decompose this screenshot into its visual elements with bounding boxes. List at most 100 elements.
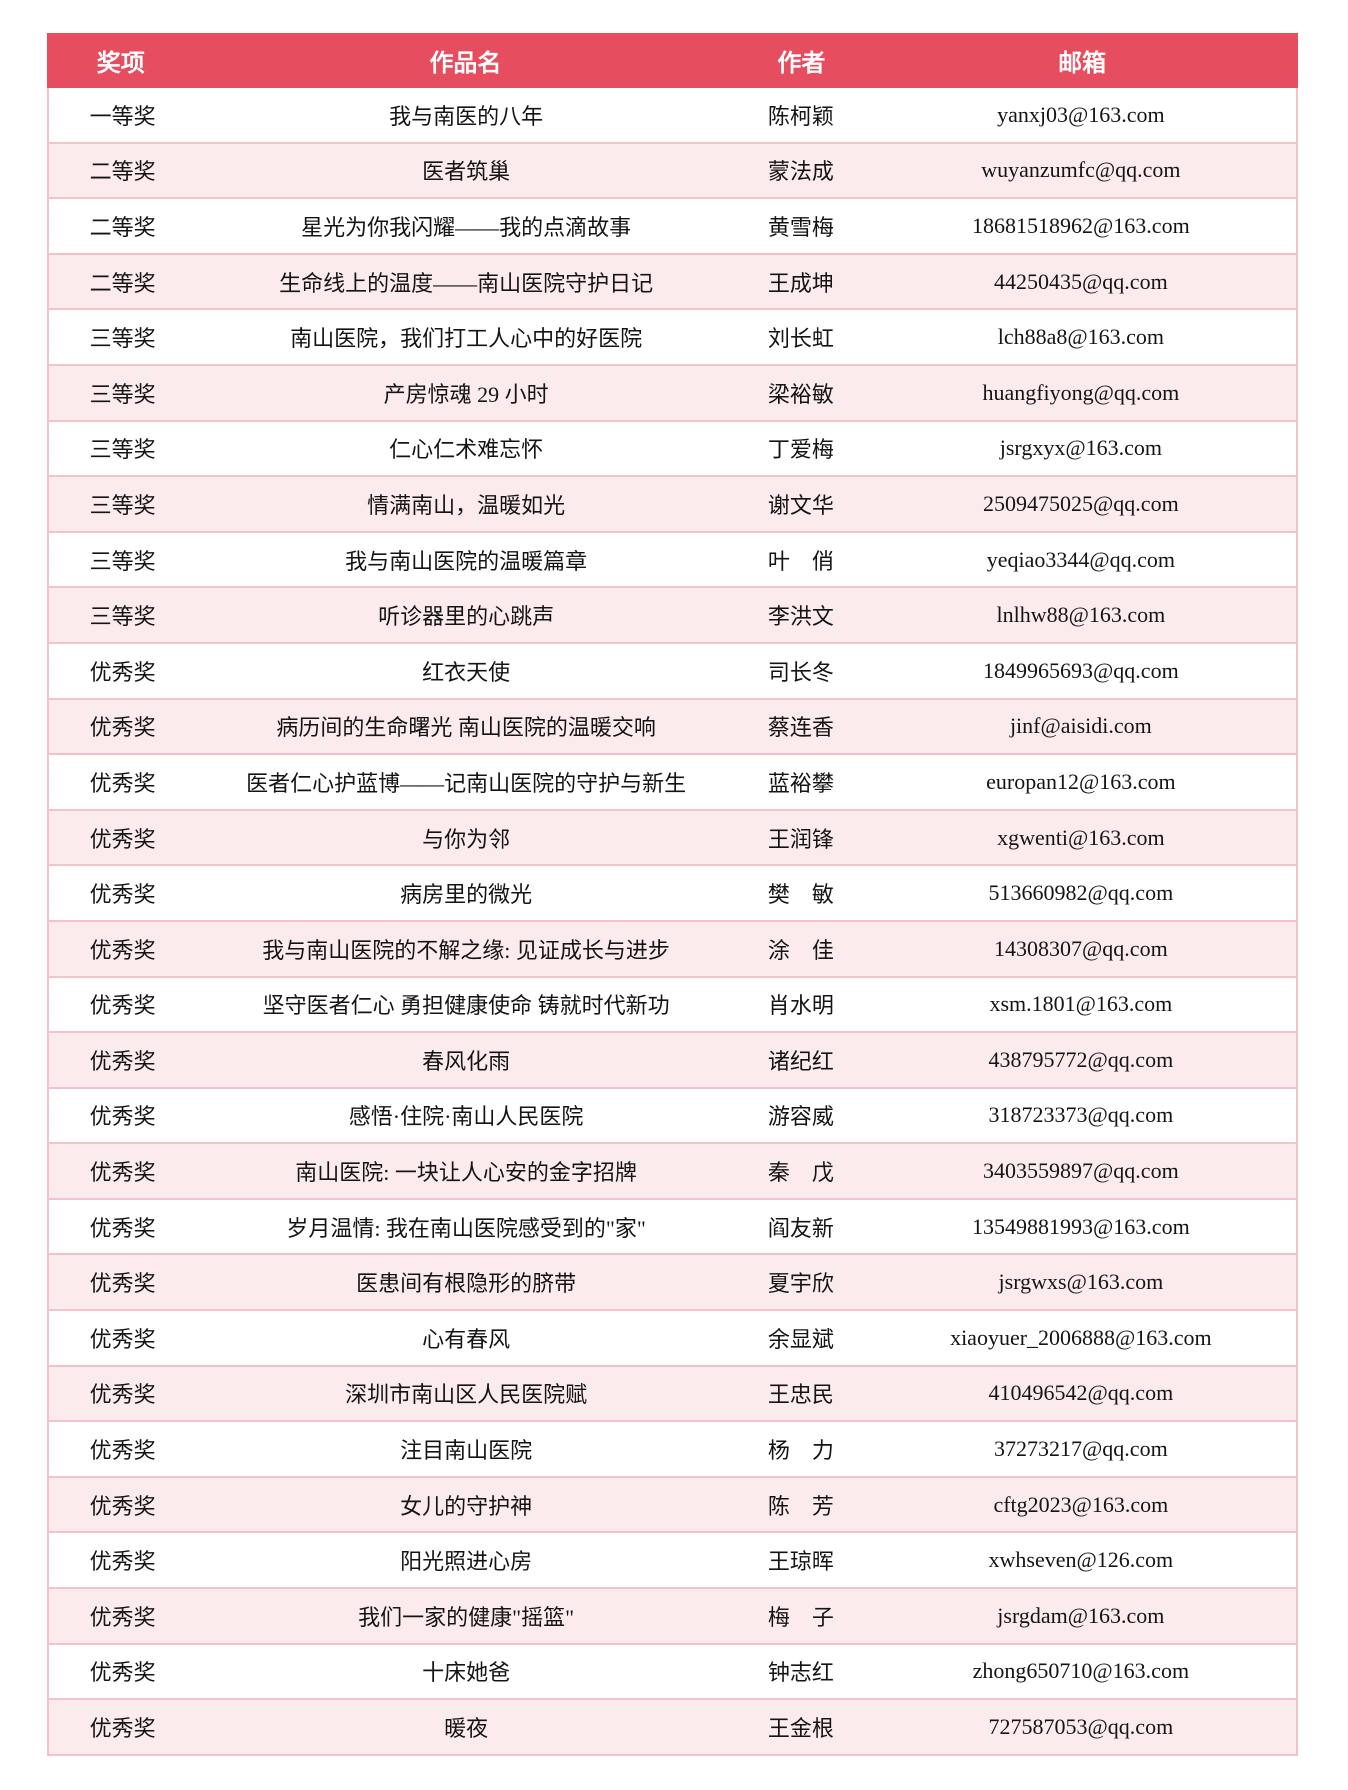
table-header-row: 奖项 作品名 作者 邮箱	[47, 33, 1298, 88]
cell-title: 我与南医的八年	[389, 103, 544, 129]
cell-title: 岁月温情: 我在南山医院感受到的"家"	[286, 1215, 646, 1241]
cell-award: 优秀奖	[89, 1382, 156, 1408]
cell-award: 优秀奖	[89, 1104, 156, 1130]
cell-author: 刘长虹	[767, 326, 834, 352]
cell-title: 生命线上的温度——南山医院守护日记	[279, 270, 654, 296]
cell-title: 南山医院，我们打工人心中的好医院	[290, 326, 643, 352]
cell-award: 三等奖	[89, 548, 156, 574]
cell-author: 梁裕敏	[767, 381, 834, 407]
cell-award: 优秀奖	[89, 1215, 156, 1241]
cell-award: 优秀奖	[89, 770, 156, 796]
table-row: 优秀奖 南山医院: 一块让人心安的金字招牌 秦 戊 3403559897@qq.…	[49, 1144, 1296, 1200]
cell-award: 三等奖	[89, 492, 156, 518]
cell-author: 夏宇欣	[767, 1271, 834, 1297]
cell-email: yeqiao3344@qq.com	[986, 546, 1175, 572]
cell-author: 王金根	[767, 1716, 834, 1742]
cell-author: 王成坤	[767, 270, 834, 296]
cell-author: 谢文华	[767, 492, 834, 518]
cell-email: zhong650710@163.com	[972, 1658, 1190, 1684]
cell-email: 727587053@qq.com	[988, 1714, 1174, 1740]
cell-email: xiaoyuer_2006888@163.com	[950, 1324, 1212, 1350]
cell-title: 情满南山，温暖如光	[367, 492, 566, 518]
table-row: 优秀奖 医者仁心护蓝博——记南山医院的守护与新生 蓝裕攀 europan12@1…	[49, 755, 1296, 811]
cell-title: 星光为你我闪耀——我的点滴故事	[301, 214, 632, 240]
table-row: 优秀奖 暖夜 王金根 727587053@qq.com	[49, 1700, 1296, 1756]
cell-award: 优秀奖	[89, 882, 156, 908]
table-row: 一等奖 我与南医的八年 陈柯颖 yanxj03@163.com	[49, 88, 1296, 144]
cell-author: 阎友新	[767, 1215, 834, 1241]
table-row: 三等奖 仁心仁术难忘怀 丁爱梅 jsrgxyx@163.com	[49, 421, 1296, 478]
cell-title: 病历间的生命曙光 南山医院的温暖交响	[276, 715, 656, 741]
cell-award: 优秀奖	[89, 826, 156, 852]
cell-author: 涂 佳	[767, 937, 834, 963]
cell-title: 我与南山医院的温暖篇章	[345, 548, 588, 574]
cell-author: 陈柯颖	[767, 103, 834, 129]
cell-award: 一等奖	[89, 103, 156, 129]
cell-author: 丁爱梅	[767, 437, 834, 463]
table-row: 优秀奖 阳光照进心房 王琼晖 xwhseven@126.com	[49, 1533, 1296, 1590]
table-row: 三等奖 南山医院，我们打工人心中的好医院 刘长虹 lch88a8@163.com	[49, 310, 1296, 366]
table-row: 三等奖 我与南山医院的温暖篇章 叶 俏 yeqiao3344@qq.com	[49, 532, 1296, 589]
cell-title: 产房惊魂 29 小时	[383, 381, 549, 407]
table-row: 优秀奖 与你为邻 王润锋 xgwenti@163.com	[49, 810, 1296, 867]
table-row: 二等奖 医者筑巢 蒙法成 wuyanzumfc@qq.com	[49, 143, 1296, 200]
cell-title: 病房里的微光	[400, 882, 533, 908]
cell-email: cftg2023@163.com	[993, 1491, 1169, 1517]
cell-award: 二等奖	[89, 159, 156, 185]
cell-email: 410496542@qq.com	[988, 1380, 1174, 1406]
cell-email: lnlhw88@163.com	[996, 602, 1166, 628]
cell-award: 优秀奖	[89, 993, 156, 1019]
table-row: 优秀奖 医患间有根隐形的脐带 夏宇欣 jsrgwxs@163.com	[49, 1255, 1296, 1312]
awards-table: 奖项 作品名 作者 邮箱 一等奖 我与南医的八年 陈柯颖 yanxj03@163…	[47, 33, 1298, 1756]
cell-email: 18681518962@163.com	[972, 212, 1190, 238]
cell-title: 与你为邻	[422, 826, 511, 852]
cell-author: 陈 芳	[767, 1493, 834, 1519]
cell-author: 秦 戊	[767, 1160, 834, 1186]
cell-title: 仁心仁术难忘怀	[389, 437, 544, 463]
table-row: 优秀奖 病房里的微光 樊 敏 513660982@qq.com	[49, 866, 1296, 922]
table-row: 优秀奖 红衣天使 司长冬 1849965693@qq.com	[49, 643, 1296, 700]
cell-title: 南山医院: 一块让人心安的金字招牌	[295, 1160, 637, 1186]
header-email: 邮箱	[1058, 50, 1107, 77]
cell-email: jsrgdam@163.com	[997, 1602, 1165, 1628]
cell-author: 梅 子	[767, 1604, 834, 1630]
cell-email: jinf@aisidi.com	[1009, 713, 1152, 739]
cell-email: 513660982@qq.com	[988, 880, 1174, 906]
cell-email: 1849965693@qq.com	[983, 657, 1179, 683]
cell-email: europan12@163.com	[986, 768, 1176, 794]
cell-title: 我与南山医院的不解之缘: 见证成长与进步	[262, 937, 670, 963]
cell-title: 我们一家的健康"摇篮"	[358, 1604, 575, 1630]
table-row: 优秀奖 岁月温情: 我在南山医院感受到的"家" 阎友新 13549881993@…	[49, 1199, 1296, 1256]
cell-award: 优秀奖	[89, 937, 156, 963]
header-title: 作品名	[429, 50, 502, 77]
cell-author: 余显斌	[767, 1326, 834, 1352]
cell-email: xwhseven@126.com	[988, 1547, 1174, 1573]
cell-award: 优秀奖	[89, 1271, 156, 1297]
cell-award: 优秀奖	[89, 1660, 156, 1686]
cell-author: 蔡连香	[767, 715, 834, 741]
cell-title: 听诊器里的心跳声	[378, 604, 555, 630]
cell-title: 医患间有根隐形的脐带	[356, 1271, 577, 1297]
cell-email: xsm.1801@163.com	[989, 991, 1173, 1017]
cell-award: 二等奖	[89, 270, 156, 296]
cell-title: 阳光照进心房	[400, 1549, 533, 1575]
cell-title: 心有春风	[422, 1326, 511, 1352]
table-row: 优秀奖 女儿的守护神 陈 芳 cftg2023@163.com	[49, 1477, 1296, 1534]
header-award: 奖项	[96, 50, 145, 77]
cell-award: 三等奖	[89, 604, 156, 630]
cell-author: 李洪文	[767, 604, 834, 630]
cell-email: yanxj03@163.com	[997, 101, 1165, 127]
table-row: 优秀奖 感悟·住院·南山人民医院 游容威 318723373@qq.com	[49, 1088, 1296, 1145]
cell-email: jsrgxyx@163.com	[999, 435, 1162, 461]
cell-email: 14308307@qq.com	[994, 935, 1168, 961]
cell-award: 三等奖	[89, 326, 156, 352]
table-row: 优秀奖 十床她爸 钟志红 zhong650710@163.com	[49, 1644, 1296, 1701]
cell-award: 优秀奖	[89, 659, 156, 685]
cell-author: 樊 敏	[767, 882, 834, 908]
table-row: 优秀奖 注目南山医院 杨 力 37273217@qq.com	[49, 1422, 1296, 1478]
cell-author: 司长冬	[767, 659, 834, 685]
table-body: 一等奖 我与南医的八年 陈柯颖 yanxj03@163.com 二等奖 医者筑巢…	[47, 88, 1298, 1756]
cell-author: 诸纪红	[767, 1048, 834, 1074]
cell-author: 叶 俏	[767, 548, 834, 574]
cell-award: 优秀奖	[89, 1438, 156, 1464]
